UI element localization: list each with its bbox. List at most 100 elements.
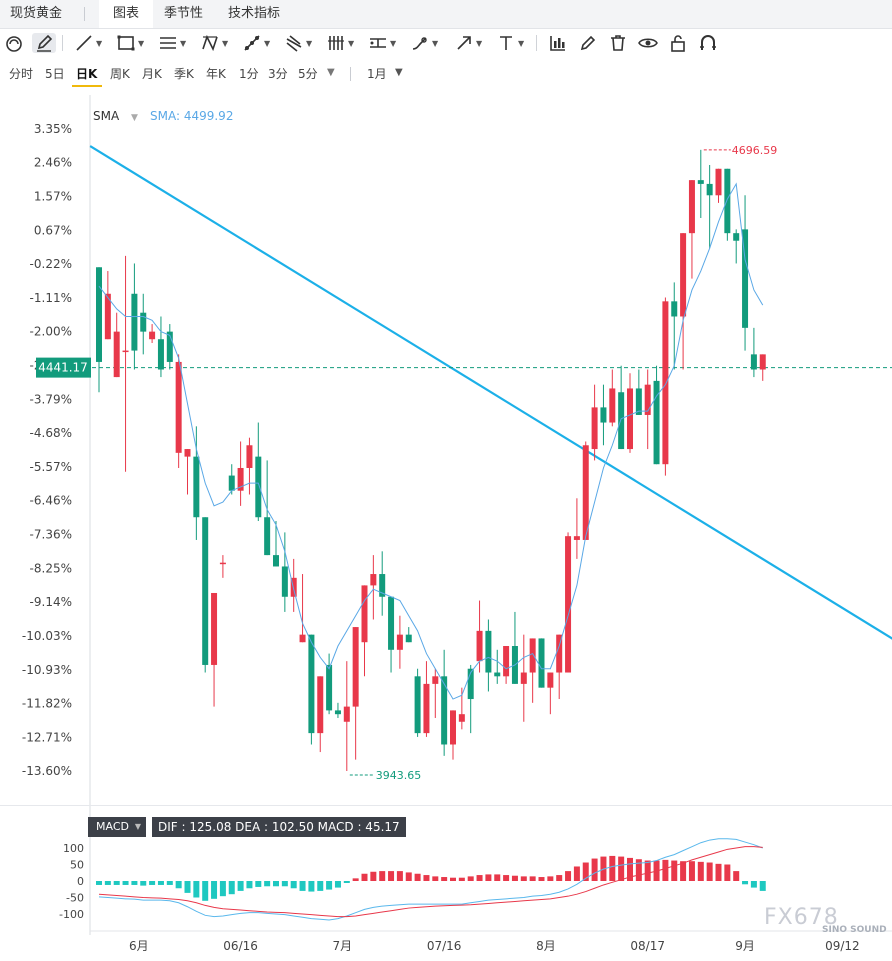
macd-histogram-bar [511,875,518,881]
rectangle-tool-icon[interactable]: ▼ [116,33,144,53]
text-tool-icon[interactable]: ▼ [496,33,524,53]
period-yearly[interactable]: 年K [206,67,226,81]
range-caret-icon[interactable]: ▼ [395,67,403,78]
y-axis-label: -10.93% [22,663,72,677]
candle-body [334,710,341,715]
tab-technical-indicators[interactable]: 技术指标 [228,6,281,21]
period-5min[interactable]: 5分 [298,67,318,81]
macd-histogram-bar [228,881,235,895]
y-axis-label: -13.60% [22,764,72,778]
indicator-icon[interactable] [548,33,568,53]
y-axis-label: -6.46% [30,494,72,508]
tab-chart[interactable]: 图表 [99,0,154,28]
fibonacci-icon[interactable]: ▼ [242,33,270,53]
period-3min[interactable]: 3分 [268,67,288,81]
lock-icon[interactable] [668,33,688,53]
macd-histogram-bar [450,877,456,881]
macd-histogram-bar [529,876,536,881]
y-axis-label: -4.68% [30,426,72,440]
line-tool-icon[interactable]: ▼ [74,33,102,53]
candle-body [211,592,218,665]
chart-area[interactable]: 3.35%2.46%1.57%0.67%-0.22%-1.11%-2.00%-2… [0,95,892,961]
period-monthly[interactable]: 月K [142,67,162,81]
candle-body [432,676,439,684]
macd-histogram-bar [724,864,731,881]
period-5day[interactable]: 5日 [45,67,65,81]
candle-body [529,638,536,673]
macd-dif-line [98,838,763,921]
candle-body [166,331,173,362]
period-weekly[interactable]: 周K [110,67,130,81]
candle-body [379,574,386,597]
candle-body [202,517,209,665]
candle-body [662,301,669,465]
macd-label: MACD [96,820,129,833]
macd-histogram-bar [582,862,589,881]
candle-body [184,449,191,457]
macd-histogram-bar [423,875,430,881]
measure-icon[interactable]: ▼ [368,33,396,53]
trend-line [89,145,892,640]
macd-histogram-bar [326,881,333,890]
candlestick-chart[interactable]: 3.35%2.46%1.57%0.67%-0.22%-1.11%-2.00%-2… [0,95,892,957]
active-period-underline [72,85,102,87]
magnet-icon[interactable] [4,33,24,53]
macd-y-label: 50 [70,859,84,872]
drawing-toolbar: ▼ ▼ ▼ ▼ ▼ ▼ ▼ ▼ ▼ ▼ ▼ [0,29,892,57]
candle-body [388,596,395,650]
candle-body [573,536,580,540]
candle-body [317,676,324,734]
chevron-down-icon: ▼ [134,822,141,831]
instrument-title: 现货黄金 [10,6,63,21]
macd-histogram-bar [706,862,713,881]
macd-histogram-bar [131,881,138,885]
pen-icon[interactable] [32,33,56,53]
period-quarterly[interactable]: 季K [174,67,194,81]
macd-histogram-bar [290,881,297,889]
pane-divider[interactable] [0,805,892,806]
macd-histogram-bar [627,857,633,881]
y-axis-label: -3.79% [30,392,72,406]
candle-body [476,630,483,662]
x-axis-label: 06/16 [223,939,258,953]
period-more-caret[interactable]: ▼ [327,67,335,78]
arrow-tool-icon[interactable]: ▼ [454,33,482,53]
candle-body [326,664,333,711]
sma-line [98,182,764,700]
gann-icon[interactable]: ▼ [326,33,354,53]
candle-body [635,388,642,415]
tab-seasonality[interactable]: 季节性 [164,6,204,21]
macd-values: DIF : 125.08 DEA : 102.50 MACD : 45.17 [152,817,406,837]
trash-icon[interactable] [608,33,628,53]
pitchfork-icon[interactable]: ▼ [284,33,312,53]
candle-body [609,388,616,423]
candle-body [299,634,306,643]
range-select[interactable]: 1月 [367,67,387,81]
sma-value: SMA: 4499.92 [150,109,233,123]
macd-histogram-bar [494,874,501,881]
eye-icon[interactable] [638,33,658,53]
period-intraday[interactable]: 分时 [9,67,34,81]
candle-body [547,672,554,688]
macd-histogram-bar [538,877,545,881]
macd-histogram-bar [255,881,262,887]
edit-icon[interactable] [578,33,598,53]
candle-body [405,634,412,643]
brush-icon[interactable]: ▼ [410,33,438,53]
candle-body [618,392,625,450]
macd-indicator-button[interactable]: MACD ▼ [88,817,146,837]
macd-histogram-bar [388,871,395,881]
period-divider [350,67,351,81]
parallel-lines-icon[interactable]: ▼ [158,33,186,53]
period-daily[interactable]: 日K [76,67,98,81]
macd-histogram-bar [175,881,182,889]
macd-histogram-bar [184,881,191,893]
magnet-snap-icon[interactable] [698,33,718,53]
x-axis-label: 09/12 [825,939,860,953]
pattern-tool-icon[interactable]: ▼ [200,33,228,53]
candle-body [653,380,660,465]
period-1min[interactable]: 1分 [239,67,259,81]
macd-histogram-bar [317,881,324,891]
candle-body [591,407,598,450]
candle-body [485,630,492,673]
